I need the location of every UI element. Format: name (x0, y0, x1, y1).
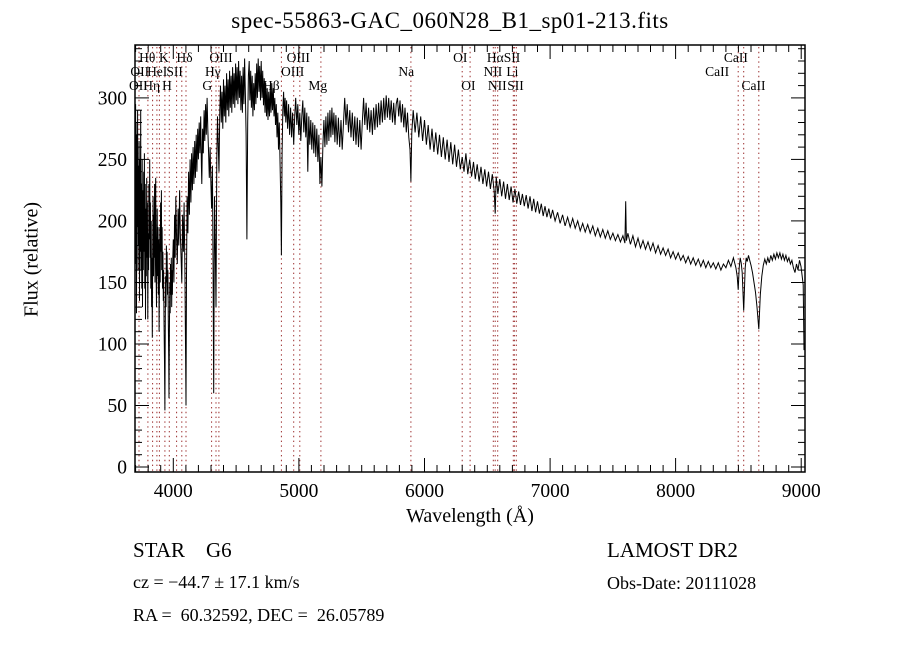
svg-text:Li: Li (506, 64, 518, 79)
svg-text:HαSII: HαSII (487, 50, 521, 65)
svg-text:8000: 8000 (656, 481, 695, 502)
svg-text:OI: OI (453, 50, 468, 65)
x-axis-label: Wavelength (Å) (406, 505, 534, 527)
svg-text:Hη: Hη (143, 78, 160, 93)
svg-text:Na: Na (398, 64, 414, 79)
svg-text:150: 150 (98, 273, 127, 294)
svg-text:OII: OII (130, 64, 149, 79)
svg-text:250: 250 (98, 150, 127, 171)
svg-text:OII: OII (129, 78, 148, 93)
svg-text:9000: 9000 (782, 481, 821, 502)
svg-text:4000: 4000 (154, 481, 193, 502)
ra-dec-text: RA = 60.32592, DEC = 26.05789 (133, 605, 385, 625)
svg-text:200: 200 (98, 211, 127, 232)
axis-ticks (135, 45, 805, 472)
svg-text:H: H (162, 78, 172, 93)
svg-text:OIII: OIII (281, 64, 305, 79)
svg-text:0: 0 (117, 458, 127, 479)
svg-text:300: 300 (98, 88, 127, 109)
svg-text:OIII: OIII (287, 50, 311, 65)
svg-text:Mg: Mg (308, 78, 327, 93)
x-tick-labels: 4000 5000 6000 7000 8000 9000 (154, 481, 821, 502)
svg-text:CaII: CaII (705, 64, 729, 79)
svg-text:CaII: CaII (742, 78, 766, 93)
svg-text:Hθ: Hθ (139, 50, 155, 65)
svg-text:HeI: HeI (147, 64, 168, 79)
y-tick-labels: 0 50 100 150 200 250 300 (98, 88, 127, 478)
svg-text:Hδ: Hδ (177, 50, 193, 65)
plot-title: spec-55863-GAC_060N28_B1_sp01-213.fits (231, 8, 669, 33)
svg-text:NII: NII (488, 78, 507, 93)
svg-text:100: 100 (98, 335, 127, 356)
svg-text:50: 50 (108, 396, 128, 417)
spectrum-trace (135, 58, 805, 411)
svg-text:CaII: CaII (724, 50, 748, 65)
svg-text:6000: 6000 (405, 481, 444, 502)
svg-text:K: K (159, 50, 169, 65)
svg-text:Hγ: Hγ (205, 64, 221, 79)
svg-text:SII: SII (166, 64, 183, 79)
svg-text:Hβ: Hβ (263, 78, 280, 93)
svg-text:7000: 7000 (531, 481, 570, 502)
object-class-text: STAR G6 (133, 538, 232, 562)
svg-text:SII: SII (507, 78, 524, 93)
radial-velocity-text: cz = −44.7 ± 17.1 km/s (133, 572, 300, 592)
svg-text:NII: NII (484, 64, 503, 79)
svg-text:5000: 5000 (279, 481, 318, 502)
obs-date-text: Obs-Date: 20111028 (607, 573, 757, 593)
svg-text:OI: OI (461, 78, 476, 93)
plot-frame (134, 44, 806, 473)
svg-text:OIII: OIII (209, 50, 233, 65)
svg-text:G: G (202, 78, 212, 93)
survey-release-text: LAMOST DR2 (607, 538, 738, 562)
